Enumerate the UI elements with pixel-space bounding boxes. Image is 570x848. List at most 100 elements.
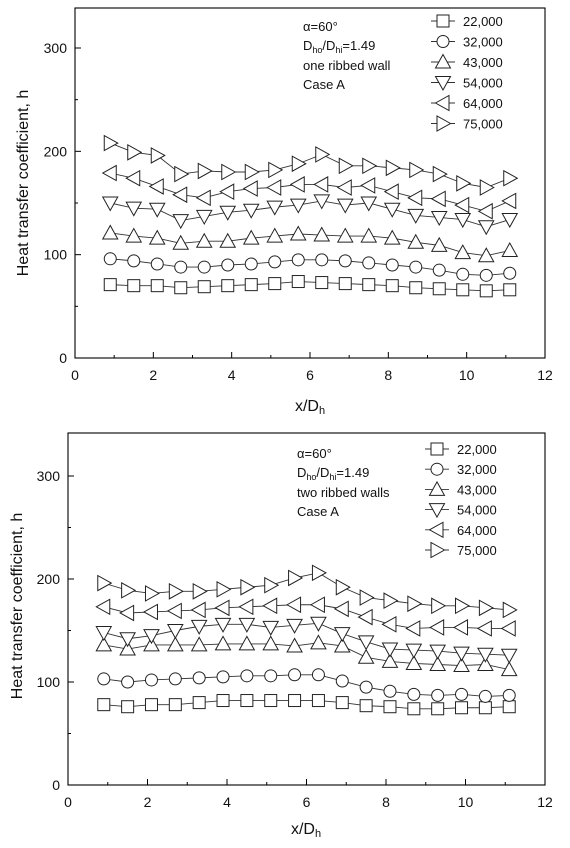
data-point — [264, 669, 278, 683]
data-point — [383, 229, 401, 245]
data-point — [333, 627, 351, 643]
data-point — [310, 616, 327, 632]
y-tick-label: 0 — [59, 350, 67, 366]
x-tick-label: 0 — [71, 367, 79, 383]
data-point — [166, 636, 184, 652]
data-point — [357, 648, 375, 664]
data-point — [357, 635, 375, 651]
data-point — [219, 205, 237, 221]
data-point — [338, 277, 352, 291]
series-54000 — [95, 616, 518, 664]
data-point — [97, 672, 111, 686]
data-point — [95, 636, 113, 652]
data-point — [150, 257, 164, 271]
data-point — [143, 629, 160, 645]
data-point — [501, 213, 519, 229]
data-point — [359, 699, 373, 713]
data-point — [97, 698, 111, 712]
annotation-alpha: α=60° — [303, 19, 338, 34]
legend-label: 22,000 — [463, 14, 503, 29]
data-point — [432, 263, 446, 277]
data-point — [383, 684, 397, 698]
data-point — [315, 253, 329, 267]
data-point — [456, 283, 470, 297]
y-tick-label: 300 — [37, 468, 61, 484]
data-point — [262, 597, 278, 615]
y-tick-label: 0 — [52, 777, 60, 793]
x-tick-label: 2 — [144, 794, 152, 810]
data-point — [409, 161, 425, 179]
data-point — [288, 694, 302, 708]
data-point — [238, 617, 256, 633]
data-point — [190, 601, 206, 619]
data-point — [174, 165, 190, 183]
data-point — [172, 214, 190, 230]
data-point — [333, 600, 349, 618]
legend-label: 75,000 — [457, 543, 497, 558]
legend-marker — [428, 503, 446, 519]
data-point — [407, 208, 425, 224]
data-point — [455, 701, 469, 715]
data-point — [148, 202, 166, 218]
x-tick-label: 4 — [228, 367, 236, 383]
data-point — [454, 196, 470, 214]
data-point — [121, 700, 135, 714]
data-point — [405, 654, 423, 670]
x-axis-label: x/Dh — [295, 398, 325, 417]
data-point — [383, 700, 397, 714]
data-point — [216, 670, 230, 684]
data-point — [166, 624, 184, 640]
legend-marker — [430, 462, 444, 476]
y-axis-label: Heat transfer coefficient, h — [9, 513, 26, 699]
legend-item: 75,000 — [425, 541, 497, 559]
data-point — [216, 580, 232, 598]
data-point — [150, 279, 164, 293]
data-point — [503, 283, 517, 297]
data-point — [311, 564, 327, 582]
series-43000 — [101, 224, 519, 263]
data-point — [286, 637, 303, 653]
data-point — [214, 599, 230, 617]
legend-label: 43,000 — [463, 55, 503, 70]
data-point — [456, 175, 472, 192]
data-point — [313, 194, 331, 210]
data-point — [266, 179, 282, 196]
data-point — [144, 673, 158, 687]
data-point — [456, 267, 470, 281]
data-point — [501, 192, 517, 210]
data-point — [172, 234, 190, 250]
data-point — [336, 179, 352, 196]
data-point — [360, 177, 376, 194]
data-point — [315, 276, 329, 290]
x-tick-label: 10 — [459, 367, 475, 383]
data-point — [291, 253, 305, 267]
data-point — [335, 696, 349, 710]
data-point — [430, 236, 448, 252]
series-22000 — [97, 694, 516, 716]
data-point — [336, 198, 354, 214]
y-tick-label: 300 — [44, 40, 68, 56]
data-point — [103, 134, 119, 152]
data-point — [168, 672, 182, 686]
data-point — [195, 209, 213, 225]
data-point — [452, 619, 469, 636]
data-point — [429, 655, 447, 671]
data-point — [244, 257, 258, 271]
legend-label: 32,000 — [457, 462, 497, 477]
data-point — [192, 583, 208, 600]
data-point — [383, 202, 401, 218]
data-point — [148, 178, 164, 195]
data-point — [405, 620, 421, 637]
data-point — [359, 680, 373, 694]
data-point — [289, 198, 307, 214]
legend-label: 64,000 — [457, 523, 497, 538]
x-tick-label: 10 — [458, 794, 474, 810]
data-point — [360, 196, 378, 212]
data-point — [197, 280, 211, 294]
data-point — [216, 694, 230, 708]
legend-label: 64,000 — [463, 96, 503, 111]
y-axis-label: Heat transfer coefficient, h — [15, 90, 32, 276]
data-point — [431, 702, 445, 716]
data-point — [168, 698, 182, 712]
data-point — [311, 668, 325, 682]
